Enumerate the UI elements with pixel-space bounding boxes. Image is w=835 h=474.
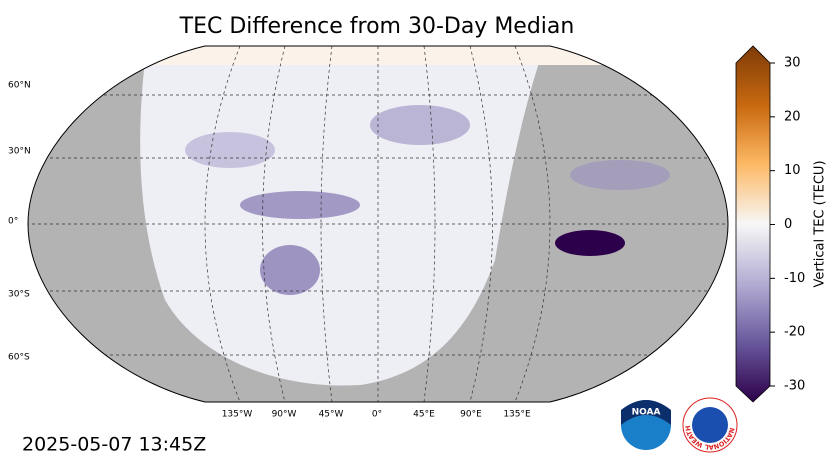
lon-label: 90°E xyxy=(460,410,482,420)
tec-anomaly xyxy=(260,245,320,295)
colorbar-tick-label: -20 xyxy=(784,325,805,340)
lon-label: 0° xyxy=(372,410,382,420)
lon-label: 45°E xyxy=(413,410,435,420)
tec-anomaly xyxy=(555,230,625,256)
tec-anomaly xyxy=(570,160,670,190)
tec-anomaly xyxy=(185,132,275,168)
noaa-shape xyxy=(621,400,671,425)
timestamp: 2025-05-07 13:45Z xyxy=(22,434,206,456)
noaa-logo: NOAA xyxy=(621,400,671,450)
colorbar-tick-label: 20 xyxy=(784,109,801,124)
lat-label: 30°N xyxy=(8,147,31,157)
tec-anomaly xyxy=(370,105,470,145)
tec-anomaly xyxy=(240,191,360,219)
colorbar-tick-label: 0 xyxy=(784,217,792,232)
lon-label: 135°E xyxy=(503,410,531,420)
lon-label: 45°W xyxy=(319,410,344,420)
map xyxy=(28,46,728,402)
lon-label: 90°W xyxy=(272,410,297,420)
noaa-text: NOAA xyxy=(632,408,661,418)
colorbar xyxy=(735,45,771,403)
lat-label: 0° xyxy=(8,217,18,227)
title: TEC Difference from 30-Day Median xyxy=(179,14,575,39)
lat-label: 30°S xyxy=(8,290,30,300)
map-border xyxy=(27,45,729,403)
colorbar-tick-label: 30 xyxy=(784,56,801,71)
lon-label: 135°W xyxy=(222,410,253,420)
colorbar-tick-label: -10 xyxy=(784,271,805,286)
colorbar-tick-label: -30 xyxy=(784,379,805,394)
nws-inner xyxy=(692,407,728,443)
colorbar-tick-label: 10 xyxy=(784,163,801,178)
lat-label: 60°N xyxy=(8,81,31,91)
polar-region xyxy=(28,46,728,65)
lat-label: 60°S xyxy=(8,353,30,363)
colorbar-label: Vertical TEC (TECU) xyxy=(813,160,828,287)
